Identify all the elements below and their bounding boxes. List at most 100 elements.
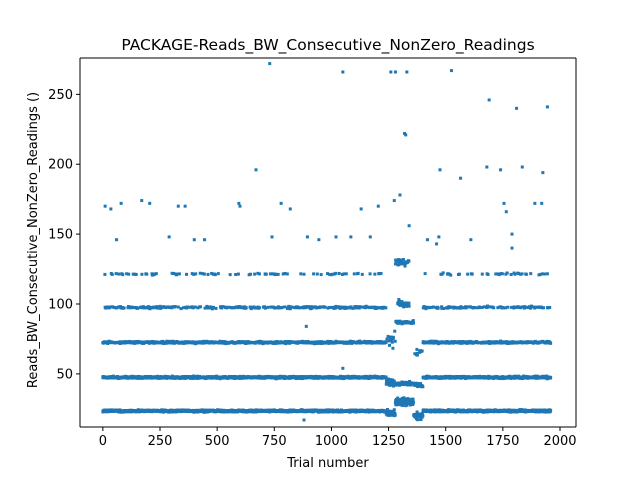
data-point [151,305,155,309]
data-point [396,396,400,400]
data-point [475,306,479,310]
data-point [344,272,348,276]
data-point [191,306,195,310]
data-point [496,306,500,310]
data-point [213,273,217,277]
data-point [134,272,138,276]
data-point [156,306,160,310]
data-point [340,272,344,276]
data-point [205,304,209,308]
data-point [393,339,397,343]
data-point [415,410,419,414]
data-point [492,306,496,310]
data-point [368,306,372,310]
data-point [312,305,316,309]
data-point [122,306,126,310]
data-point [312,272,316,276]
data-point [431,305,435,309]
data-point [384,375,388,379]
data-point [368,272,372,276]
data-point [211,305,215,309]
data-point [397,298,401,302]
data-point [510,305,514,309]
data-point [127,272,131,276]
data-point [407,301,411,305]
data-point [244,306,248,310]
data-point [455,306,459,310]
data-point [160,305,164,309]
data-point [327,306,331,310]
data-point [103,272,107,276]
data-point [326,339,330,343]
data-point [139,305,143,309]
data-point [266,305,270,309]
data-point [315,272,319,276]
data-point [121,273,125,277]
data-point [352,340,356,344]
data-point [135,306,139,310]
data-point [179,307,183,311]
data-point [114,272,118,276]
data-point [185,272,189,276]
data-point [176,305,180,309]
data-point [182,306,186,310]
data-point [392,381,396,385]
data-point [391,346,395,350]
data-point [377,272,381,276]
data-point [360,272,364,276]
data-point [393,412,397,416]
data-point [366,305,370,309]
data-point [384,340,388,344]
data-point [470,272,474,276]
data-point [425,305,429,309]
data-point [299,272,303,276]
data-point [398,262,402,266]
data-point [461,306,465,310]
data-point [476,340,480,344]
data-point [388,378,392,382]
data-point [158,304,162,308]
data-point [344,305,348,309]
data-point [449,273,453,277]
data-point [396,260,400,264]
data-point [117,272,121,276]
data-point [131,306,135,310]
data-point [227,305,231,309]
data-point [480,305,484,309]
data-point [403,264,407,268]
data-point [416,418,420,422]
data-point [482,305,486,309]
data-point [356,271,360,275]
data-point [398,299,402,303]
data-point [319,273,323,277]
data-point [276,305,280,309]
data-point [407,304,411,308]
data-point [185,305,189,309]
data-point [347,341,351,345]
data-point [257,272,261,276]
data-point [415,347,419,351]
data-point [239,305,243,309]
data-point [370,305,374,309]
data-point [280,305,284,309]
data-point [419,417,423,421]
data-point [413,352,417,356]
data-point [329,305,333,309]
data-point [399,258,403,262]
data-point [198,271,202,275]
data-point [318,305,322,309]
data-point [466,272,470,276]
data-point [216,272,220,276]
data-point [407,259,411,263]
data-point [387,339,391,343]
data-point [384,409,388,413]
data-point [316,306,320,310]
data-point [449,305,453,309]
data-point [486,272,490,276]
data-point [309,305,313,309]
data-point [234,273,238,276]
data-point [228,273,232,277]
data-point [459,305,463,309]
data-point [268,272,272,276]
data-point [407,398,411,402]
